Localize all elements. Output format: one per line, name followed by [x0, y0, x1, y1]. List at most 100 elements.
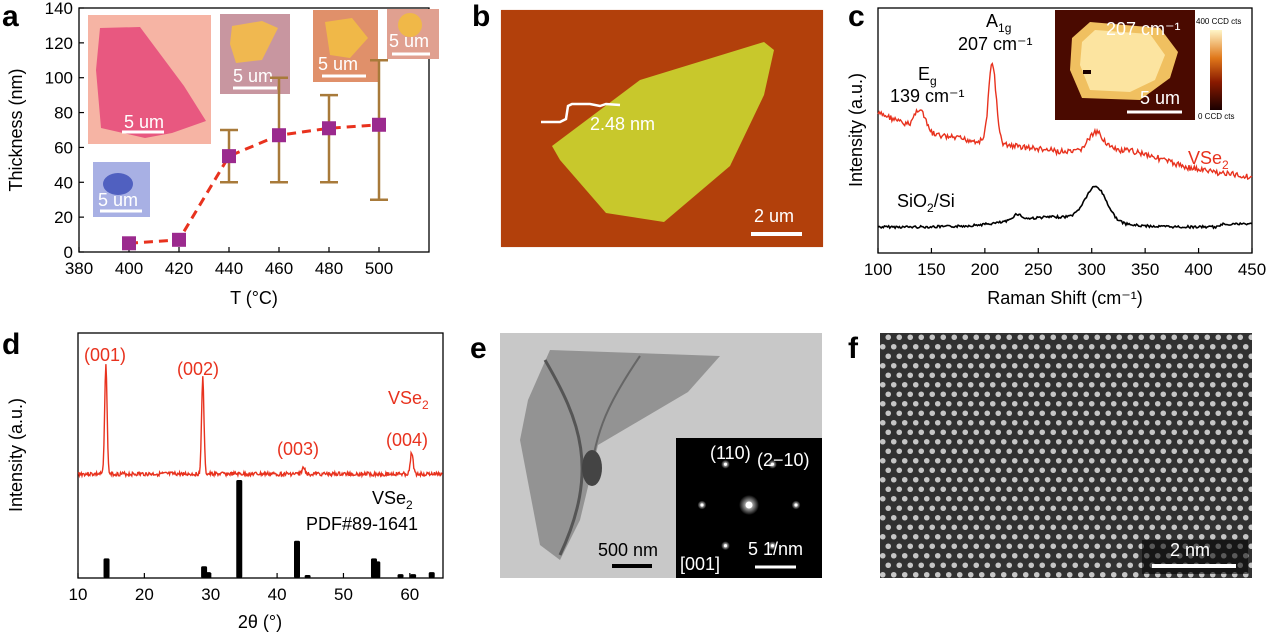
x-tick-label: 500 — [365, 259, 393, 278]
panel-a-inset-small: 5 um — [387, 9, 439, 59]
data-point — [172, 232, 186, 247]
peak-label: (004) — [386, 430, 428, 450]
x-tick-label: 400 — [115, 259, 143, 278]
diffraction-spot-core — [723, 462, 728, 466]
panel-b-height-profile — [541, 102, 621, 124]
x-tick-label: 400 — [1184, 260, 1212, 279]
x-tick-label: 60 — [400, 585, 419, 604]
panel-d-ticks: 10 20 30 40 50 60 — [69, 573, 419, 604]
y-tick-label: 100 — [45, 69, 73, 88]
panel-letter-d: d — [2, 328, 20, 361]
panel-c-ticks: 100 150 200 250 300 350 400 450 — [864, 248, 1266, 279]
data-point — [272, 128, 286, 143]
panel-c-eg-value: 139 cm⁻¹ — [890, 86, 965, 106]
x-tick-label: 250 — [1024, 260, 1052, 279]
panel-c-series-vse2 — [877, 62, 1253, 181]
reference-stick — [205, 572, 212, 578]
x-tick-label: 30 — [201, 585, 220, 604]
x-tick-label: 380 — [65, 259, 93, 278]
y-tick-label: 120 — [45, 34, 73, 53]
y-tick-label: 140 — [45, 0, 73, 18]
panel-letter-e: e — [470, 332, 487, 365]
panel-c-colorbar-min: 0 CCD cts — [1198, 112, 1234, 121]
diffraction-spot-core — [770, 544, 775, 548]
diffraction-spot-core — [770, 462, 775, 466]
panel-c-a1g-label: A1g — [986, 11, 1011, 35]
panel-a-inset-orange: 5 um — [313, 10, 378, 82]
y-tick-label: 0 — [64, 243, 73, 262]
panel-c-legend-sio2: SiO2/Si — [897, 191, 955, 215]
x-tick-label: 10 — [69, 585, 88, 604]
panel-d-ref-line2: PDF#89-1641 — [306, 514, 418, 534]
panel-a-inset-small-scale: 5 um — [389, 31, 429, 51]
diffraction-spot-core — [700, 503, 704, 507]
panel-e-flake — [520, 350, 720, 560]
x-tick-label: 100 — [864, 260, 892, 279]
panel-a-inset-orange-scale: 5 um — [318, 54, 358, 74]
diffraction-spot-core — [794, 503, 798, 507]
panel-a-ylabel: Thickness (nm) — [6, 68, 26, 191]
panel-b-scale-label: 2 um — [754, 206, 794, 226]
peak-label: (003) — [277, 439, 319, 459]
panel-a-inset-blue-scale: 5 um — [98, 190, 138, 210]
panel-c-chart: 100 150 200 250 300 350 400 450 Eg 139 cm⁻¹ A1g… — [846, 7, 1266, 308]
x-tick-label: 300 — [1078, 260, 1106, 279]
panel-letter-a: a — [2, 0, 19, 33]
reference-stick — [397, 574, 404, 578]
x-tick-label: 40 — [268, 585, 287, 604]
saed-label-2-10: (2−10) — [757, 450, 810, 470]
panel-c-a1g-value: 207 cm⁻¹ — [958, 34, 1033, 54]
y-tick-label: 80 — [54, 104, 73, 123]
panel-letter-b: b — [472, 0, 490, 33]
panel-a-inset-large-scale: 5 um — [124, 112, 164, 132]
panel-a-inset-pink-scale: 5 um — [233, 66, 273, 86]
panel-d-ylabel: Intensity (a.u.) — [6, 398, 26, 512]
panel-d-axes-frame — [77, 332, 444, 579]
panel-d-chart: 10 20 30 40 50 60 (001) (002) (003) (004) VSe… — [6, 332, 444, 632]
data-point — [322, 121, 336, 136]
panel-d-series-vse2 — [77, 364, 443, 479]
panel-c-eg-label: Eg — [918, 64, 937, 88]
saed-label-001: [001] — [680, 554, 720, 574]
x-tick-label: 460 — [265, 259, 293, 278]
x-tick-label: 440 — [215, 259, 243, 278]
y-tick-label: 40 — [54, 173, 73, 192]
panel-a-chart: 5 um 5 um 5 um 5 um 5 um 380 400 420 440 460… — [6, 0, 439, 308]
reference-stick — [374, 561, 381, 578]
panel-c-series-sio2 — [877, 185, 1253, 230]
x-tick-label: 480 — [315, 259, 343, 278]
panel-d-xlabel: 2θ (°) — [238, 612, 282, 632]
reference-stick — [428, 572, 435, 578]
reference-stick — [236, 480, 243, 578]
panel-a-data — [122, 59, 388, 251]
panel-f-haadf-image: 2 nm — [880, 333, 1252, 578]
panel-e-scale-label: 500 nm — [598, 540, 658, 560]
y-tick-label: 60 — [54, 138, 73, 157]
panel-d-legend-vse2: VSe2 — [388, 388, 429, 412]
saed-scale-label: 5 1/nm — [748, 539, 803, 559]
panel-c-inset-label: 207 cm⁻¹ — [1106, 19, 1181, 39]
panel-a-inset-large: 5 um — [88, 15, 211, 144]
reference-stick — [304, 575, 311, 578]
x-tick-label: 20 — [135, 585, 154, 604]
panel-c-xlabel: Raman Shift (cm⁻¹) — [987, 288, 1143, 308]
panel-d-reference-sticks — [103, 480, 435, 578]
panel-b-afm-image: 2.48 nm 2 um — [501, 10, 823, 247]
y-tick-label: 20 — [54, 208, 73, 227]
data-point — [122, 236, 136, 251]
panel-b-flake — [552, 42, 774, 222]
panel-c-ylabel: Intensity (a.u.) — [846, 73, 866, 187]
x-tick-label: 200 — [971, 260, 999, 279]
reference-stick — [410, 574, 417, 578]
x-tick-label: 150 — [917, 260, 945, 279]
panel-a-inset-pink: 5 um — [220, 14, 290, 94]
saed-label-110: (110) — [710, 443, 751, 463]
panel-d-ref-line1: VSe2 — [372, 488, 413, 512]
panel-c-inset-scale: 5 um — [1140, 88, 1180, 108]
panel-c-raman-map-inset: 207 cm⁻¹ 5 um 400 CCD cts 0 CCD cts — [1055, 10, 1241, 121]
panel-d-peak-labels: (001) (002) (003) (004) — [84, 345, 428, 459]
panel-c-colorbar-max: 400 CCD cts — [1196, 17, 1241, 26]
peak-label: (002) — [177, 359, 219, 379]
panel-a-ticks: 380 400 420 440 460 480 500 0 20 40 60 80 100 120 140 — [45, 0, 394, 278]
